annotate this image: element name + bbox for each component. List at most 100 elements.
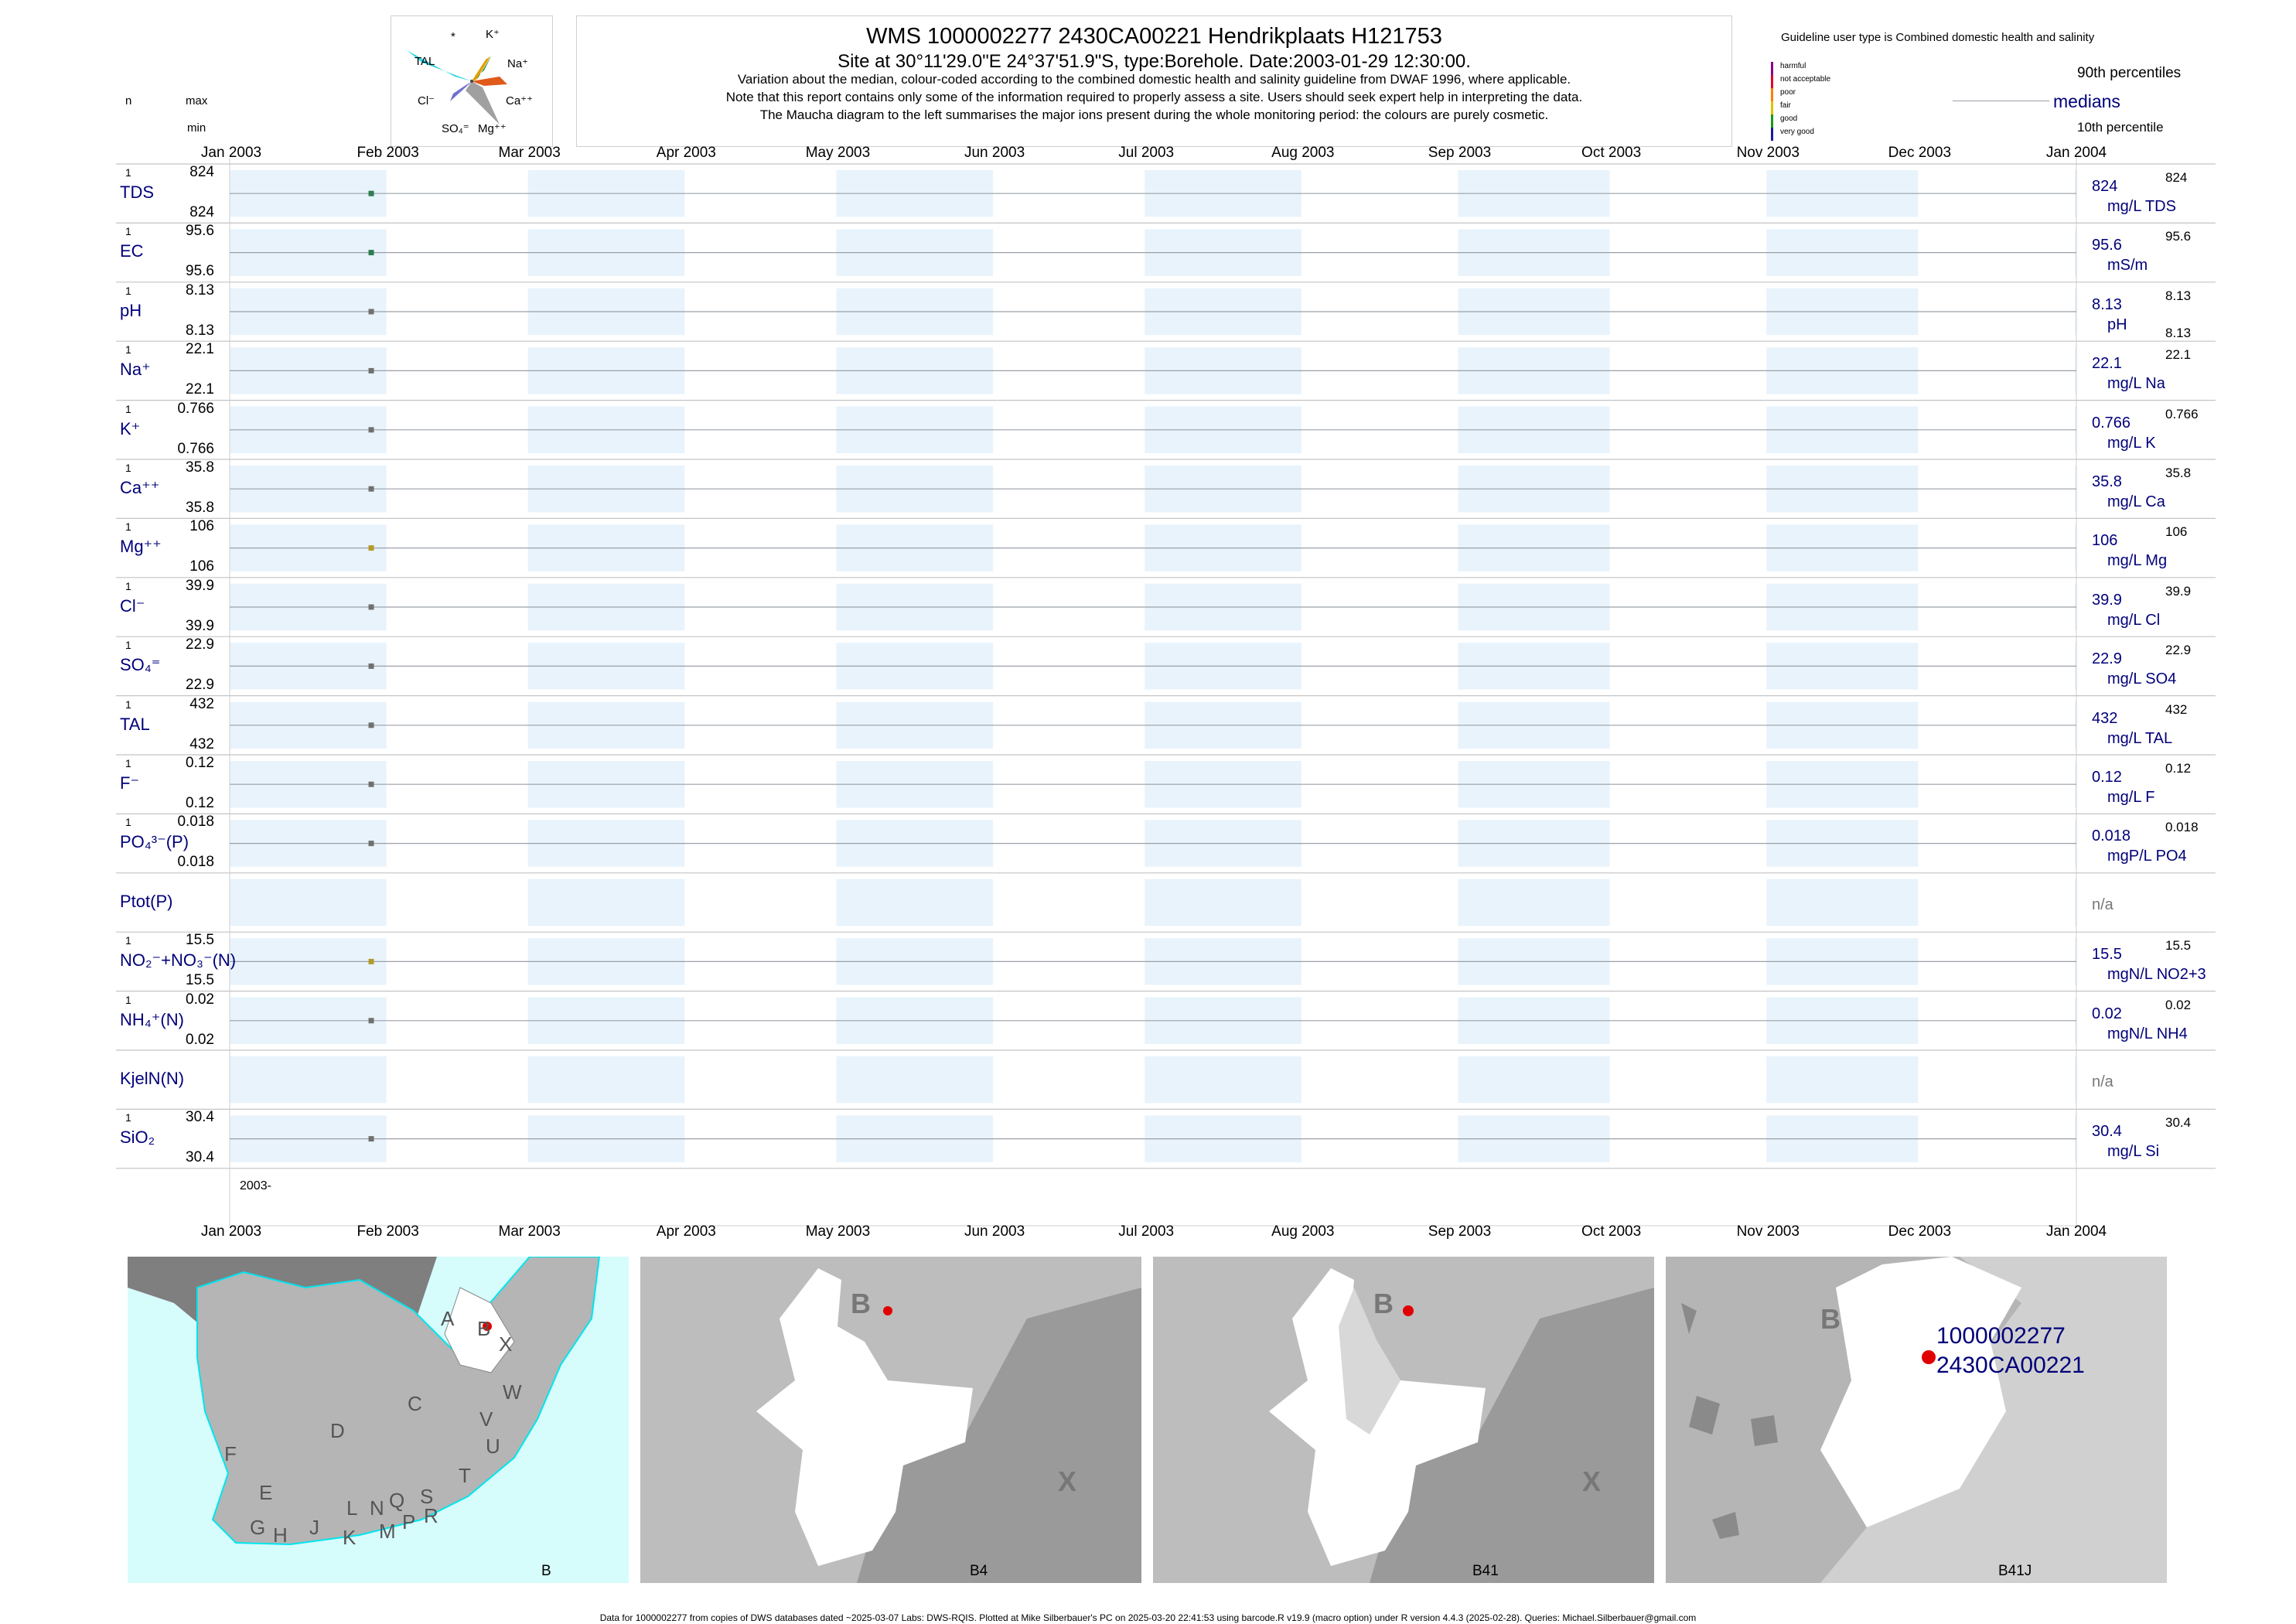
n-value: 1 xyxy=(125,698,131,711)
parameter-label: TAL xyxy=(120,714,150,734)
year-label: 2003- xyxy=(240,1179,271,1192)
month-label-bottom: Mar 2003 xyxy=(498,1223,561,1240)
parameter-label: pH xyxy=(120,300,142,320)
p90-value: 106 xyxy=(2165,524,2188,540)
guideline-class-label: fair xyxy=(1780,101,1791,110)
month-label-top: Feb 2003 xyxy=(357,145,419,161)
map-b41: B X B41 xyxy=(1153,1257,1654,1583)
month-label-bottom: Oct 2003 xyxy=(1581,1223,1642,1240)
unit-label: mg/L Na xyxy=(2107,375,2165,393)
median-legend: medians xyxy=(2053,91,2120,111)
unit-label: mg/L TDS xyxy=(2107,198,2176,215)
month-band xyxy=(230,1056,387,1104)
month-label-bottom: Sep 2003 xyxy=(1428,1223,1492,1240)
max-value: 35.8 xyxy=(186,459,214,476)
sample-point xyxy=(368,250,374,256)
month-label-bottom: May 2003 xyxy=(805,1223,871,1240)
sample-point xyxy=(368,1136,374,1142)
n-value: 1 xyxy=(125,402,131,415)
n-value: 1 xyxy=(125,520,131,534)
median-value: 0.766 xyxy=(2092,414,2131,432)
n-value: 1 xyxy=(125,639,131,652)
max-value: 0.766 xyxy=(177,400,214,417)
month-band xyxy=(836,879,994,926)
min-value: 95.6 xyxy=(186,263,214,280)
maucha-label-k: K⁺ xyxy=(486,28,500,41)
median-value: 0.12 xyxy=(2092,769,2122,786)
parameter-label: PO₄³⁻(P) xyxy=(120,832,189,852)
guideline-color-fair xyxy=(1771,101,1773,114)
maucha-label-star: * xyxy=(451,30,455,43)
parameter-label: Mg⁺⁺ xyxy=(120,537,162,557)
unit-label: mg/L Ca xyxy=(2107,493,2165,510)
p90-value: 15.5 xyxy=(2165,938,2192,954)
min-value: 22.1 xyxy=(186,381,214,398)
guideline-color-harmful xyxy=(1771,62,1773,75)
time-series-chart xyxy=(116,158,2216,1227)
unit-label: mgP/L PO4 xyxy=(2107,848,2187,865)
maucha-label-ca: Ca⁺⁺ xyxy=(506,94,534,107)
n-value: 1 xyxy=(125,1111,131,1124)
p90-value: 0.12 xyxy=(2165,761,2192,776)
page-title: WMS 1000002277 2430CA00221 Hendrikplaats… xyxy=(866,24,1442,49)
p90-value: 30.4 xyxy=(2165,1115,2192,1131)
max-value: 95.6 xyxy=(186,223,214,240)
min-value: 0.12 xyxy=(186,795,214,811)
map-letter-x: X xyxy=(499,1332,513,1356)
parameter-label: TDS xyxy=(120,183,154,202)
max-value: 824 xyxy=(189,164,214,180)
month-label-bottom: Apr 2003 xyxy=(656,1223,716,1240)
sample-point xyxy=(368,663,374,669)
month-label-top: Oct 2003 xyxy=(1581,145,1642,161)
sample-point xyxy=(368,486,374,492)
parameter-label: NO₂⁻+NO₃⁻(N) xyxy=(120,950,237,971)
map-letter-b: B xyxy=(1820,1303,1841,1335)
maucha-star-graphic xyxy=(407,50,507,125)
sample-point xyxy=(368,781,374,787)
map-caption: B41 xyxy=(1472,1563,1499,1579)
map-letter-r: R xyxy=(424,1504,438,1527)
p90-value: 0.02 xyxy=(2165,997,2192,1012)
max-value: 0.02 xyxy=(186,991,214,1008)
map-letter-n: N xyxy=(370,1496,384,1520)
month-band xyxy=(527,1056,685,1104)
max-value: 22.1 xyxy=(186,341,214,358)
month-label-top: Sep 2003 xyxy=(1428,145,1492,161)
maucha-label-cl: Cl⁻ xyxy=(418,94,435,107)
max-value: 15.5 xyxy=(186,932,214,949)
min-value: 15.5 xyxy=(186,972,214,989)
median-value: 106 xyxy=(2092,532,2118,550)
month-label-bottom: Feb 2003 xyxy=(357,1223,419,1240)
min-value: 432 xyxy=(189,735,214,752)
n-header: n xyxy=(125,94,132,107)
max-value: 0.018 xyxy=(177,814,214,831)
month-label-top: Jun 2003 xyxy=(964,145,1025,161)
map-south-africa: A B X W C V U D T F E S L N Q R P J M G … xyxy=(128,1257,629,1583)
month-label-top: Mar 2003 xyxy=(498,145,561,161)
parameter-label: EC xyxy=(120,241,144,261)
max-value: 0.12 xyxy=(186,755,214,771)
unit-label: mgN/L NO2+3 xyxy=(2107,966,2206,984)
guideline-class-label: very good xyxy=(1780,128,1814,136)
month-label-bottom: Jan 2004 xyxy=(2045,1223,2107,1240)
month-label-top: Nov 2003 xyxy=(1736,145,1800,161)
maucha-diagram: * K⁺ TAL Na⁺ Cl⁻ Ca⁺⁺ SO₄⁼ Mg⁺⁺ xyxy=(391,15,553,147)
month-label-top: Apr 2003 xyxy=(656,145,716,161)
map-letter-m: M xyxy=(379,1520,396,1543)
map-caption: B41J xyxy=(1998,1563,2032,1579)
note-line-2: Note that this report contains only some… xyxy=(725,90,1583,104)
p90-value: 39.9 xyxy=(2165,583,2192,599)
max-value: 106 xyxy=(189,518,214,535)
min-value: 8.13 xyxy=(186,322,214,339)
month-band xyxy=(2075,1056,2076,1104)
month-band xyxy=(527,879,685,926)
n-value: 1 xyxy=(125,225,131,238)
guideline-color-bar xyxy=(1771,62,1773,141)
unit-label: mg/L Mg xyxy=(2107,552,2168,570)
max-header: max xyxy=(186,94,208,107)
sample-point xyxy=(368,1018,374,1024)
p90-value: 95.6 xyxy=(2165,229,2192,244)
p10-legend: 10th percentile xyxy=(2077,120,2164,135)
unit-label: mg/L Si xyxy=(2107,1143,2160,1161)
n-value: 1 xyxy=(125,757,131,769)
